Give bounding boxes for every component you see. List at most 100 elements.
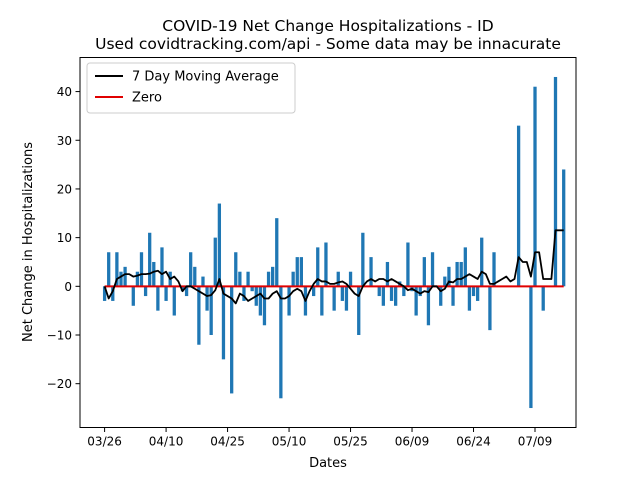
bar xyxy=(139,252,144,287)
x-axis-label: Dates xyxy=(309,456,347,471)
bar xyxy=(312,286,316,297)
x-tick-label: 06/09 xyxy=(395,435,430,449)
chart-subtitle: Used covidtracking.com/api - Some data m… xyxy=(95,35,561,53)
bar xyxy=(115,252,119,287)
bar xyxy=(295,257,299,287)
y-tick-label: 30 xyxy=(57,134,72,148)
bar xyxy=(258,286,262,316)
bar xyxy=(123,266,127,287)
bar xyxy=(467,286,472,311)
bar xyxy=(152,261,156,287)
x-tick-label: 06/24 xyxy=(456,435,491,449)
bar xyxy=(369,257,373,287)
bar xyxy=(193,266,197,287)
bar xyxy=(180,286,185,292)
bar xyxy=(205,286,209,311)
bar xyxy=(443,276,447,287)
bar xyxy=(107,252,111,287)
moving-average-line xyxy=(103,229,564,305)
bar xyxy=(316,247,320,287)
x-tick-label: 04/10 xyxy=(149,435,184,449)
bar xyxy=(439,286,443,306)
plot-area xyxy=(102,76,566,409)
plot-frame xyxy=(79,57,577,428)
y-tick-label: −10 xyxy=(47,329,72,343)
bar xyxy=(234,252,238,287)
bar xyxy=(131,286,135,306)
bar xyxy=(275,218,279,287)
x-tick-label: 07/09 xyxy=(518,435,553,449)
bar xyxy=(332,286,336,311)
bar xyxy=(320,286,324,316)
bar xyxy=(430,252,435,287)
bar xyxy=(242,286,246,301)
bar xyxy=(357,286,361,335)
bar xyxy=(562,169,566,287)
bar xyxy=(119,271,123,287)
bar xyxy=(389,286,394,301)
bar xyxy=(230,286,234,394)
bar xyxy=(422,257,426,287)
bar xyxy=(418,286,422,297)
bar xyxy=(156,286,160,311)
bar xyxy=(148,232,152,287)
bar xyxy=(475,286,480,301)
y-tick-label: −20 xyxy=(47,377,72,391)
bar xyxy=(344,286,349,311)
legend-box xyxy=(86,62,296,114)
bar xyxy=(480,237,484,287)
bar xyxy=(361,232,365,287)
y-axis: −20 −10 0 10 20 30 40 xyxy=(47,85,80,391)
bar xyxy=(266,271,271,287)
bar xyxy=(287,286,291,316)
bar xyxy=(197,286,201,345)
bar xyxy=(238,271,242,287)
bar xyxy=(377,286,381,297)
bar xyxy=(533,86,537,287)
bar xyxy=(348,271,353,287)
bar xyxy=(414,286,418,316)
y-tick-label: 40 xyxy=(57,85,72,99)
bar xyxy=(529,286,533,409)
bar xyxy=(262,286,267,326)
bar xyxy=(385,261,390,287)
bar xyxy=(516,125,521,287)
bar xyxy=(471,286,476,297)
bar xyxy=(402,286,406,297)
y-tick-label: 10 xyxy=(57,231,72,245)
y-tick-label: 20 xyxy=(57,182,72,196)
bar xyxy=(463,247,467,287)
bar xyxy=(213,237,217,287)
bar xyxy=(336,271,340,287)
x-tick-label: 05/25 xyxy=(333,435,368,449)
y-axis-label: Net Change in Hospitalizations xyxy=(21,142,36,342)
bar xyxy=(221,286,226,360)
bar xyxy=(209,286,213,335)
legend: 7 Day Moving Average Zero xyxy=(86,62,296,114)
bar xyxy=(172,286,176,316)
bar xyxy=(553,76,558,287)
bar xyxy=(455,261,459,287)
bar xyxy=(406,242,410,287)
x-tick-label: 04/25 xyxy=(210,435,245,449)
bar xyxy=(426,286,431,326)
bar xyxy=(394,286,398,306)
bar xyxy=(246,271,250,287)
bar xyxy=(291,271,295,287)
y-tick-label: 0 xyxy=(64,280,72,294)
x-axis: 03/26 04/10 04/25 05/10 05/25 06/09 06/24 07/09 xyxy=(87,427,553,449)
bar xyxy=(340,286,344,301)
bar xyxy=(381,286,385,306)
bar xyxy=(324,242,328,287)
bar xyxy=(299,257,303,287)
bar xyxy=(135,271,140,287)
bar xyxy=(143,286,148,297)
bar xyxy=(111,286,115,301)
bar xyxy=(447,266,451,287)
legend-label-zero: Zero xyxy=(132,91,162,106)
bar xyxy=(271,266,275,287)
bar xyxy=(184,286,189,297)
x-tick-label: 03/26 xyxy=(87,435,122,449)
bar xyxy=(160,247,164,287)
